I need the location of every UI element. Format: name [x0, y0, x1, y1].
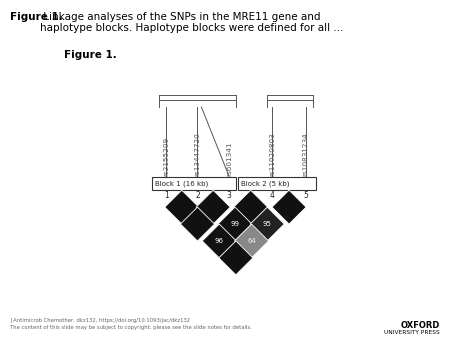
Text: 99: 99: [230, 221, 239, 227]
Text: rs2155209: rs2155209: [163, 137, 169, 176]
Text: rs11020803: rs11020803: [270, 132, 275, 176]
Text: 4: 4: [270, 191, 275, 200]
Text: 5: 5: [303, 191, 308, 200]
Text: rs601341: rs601341: [226, 141, 232, 176]
Polygon shape: [218, 207, 252, 241]
Polygon shape: [196, 190, 230, 224]
Bar: [238, 177, 316, 190]
Polygon shape: [202, 224, 236, 258]
Text: rs13447720: rs13447720: [194, 132, 201, 176]
Polygon shape: [219, 241, 253, 275]
Text: 95: 95: [263, 221, 272, 227]
Text: Block 2 (5 kb): Block 2 (5 kb): [241, 180, 289, 187]
Text: 2: 2: [195, 191, 200, 200]
Text: rs10831234: rs10831234: [302, 132, 309, 176]
Polygon shape: [165, 190, 199, 224]
Polygon shape: [250, 207, 284, 241]
Polygon shape: [272, 190, 306, 224]
Polygon shape: [234, 224, 269, 258]
Text: J Antimicrob Chemother, dkz132, https://doi.org/10.1093/jac/dkz132
The content o: J Antimicrob Chemother, dkz132, https://…: [10, 318, 252, 330]
Text: Block 1 (16 kb): Block 1 (16 kb): [155, 180, 208, 187]
Text: Figure 1.: Figure 1.: [10, 12, 63, 22]
Polygon shape: [180, 207, 215, 241]
Text: 64: 64: [247, 238, 256, 244]
Text: 3: 3: [226, 191, 231, 200]
Text: Linkage analyses of the SNPs in the MRE11 gene and
haplotype blocks. Haplotype b: Linkage analyses of the SNPs in the MRE1…: [40, 12, 344, 33]
Bar: [152, 177, 236, 190]
Text: UNIVERSITY PRESS: UNIVERSITY PRESS: [384, 330, 440, 335]
Text: 1: 1: [164, 191, 168, 200]
Text: Figure 1.: Figure 1.: [64, 50, 117, 60]
Text: 96: 96: [215, 238, 224, 244]
Polygon shape: [234, 190, 268, 224]
Text: OXFORD: OXFORD: [400, 320, 440, 330]
